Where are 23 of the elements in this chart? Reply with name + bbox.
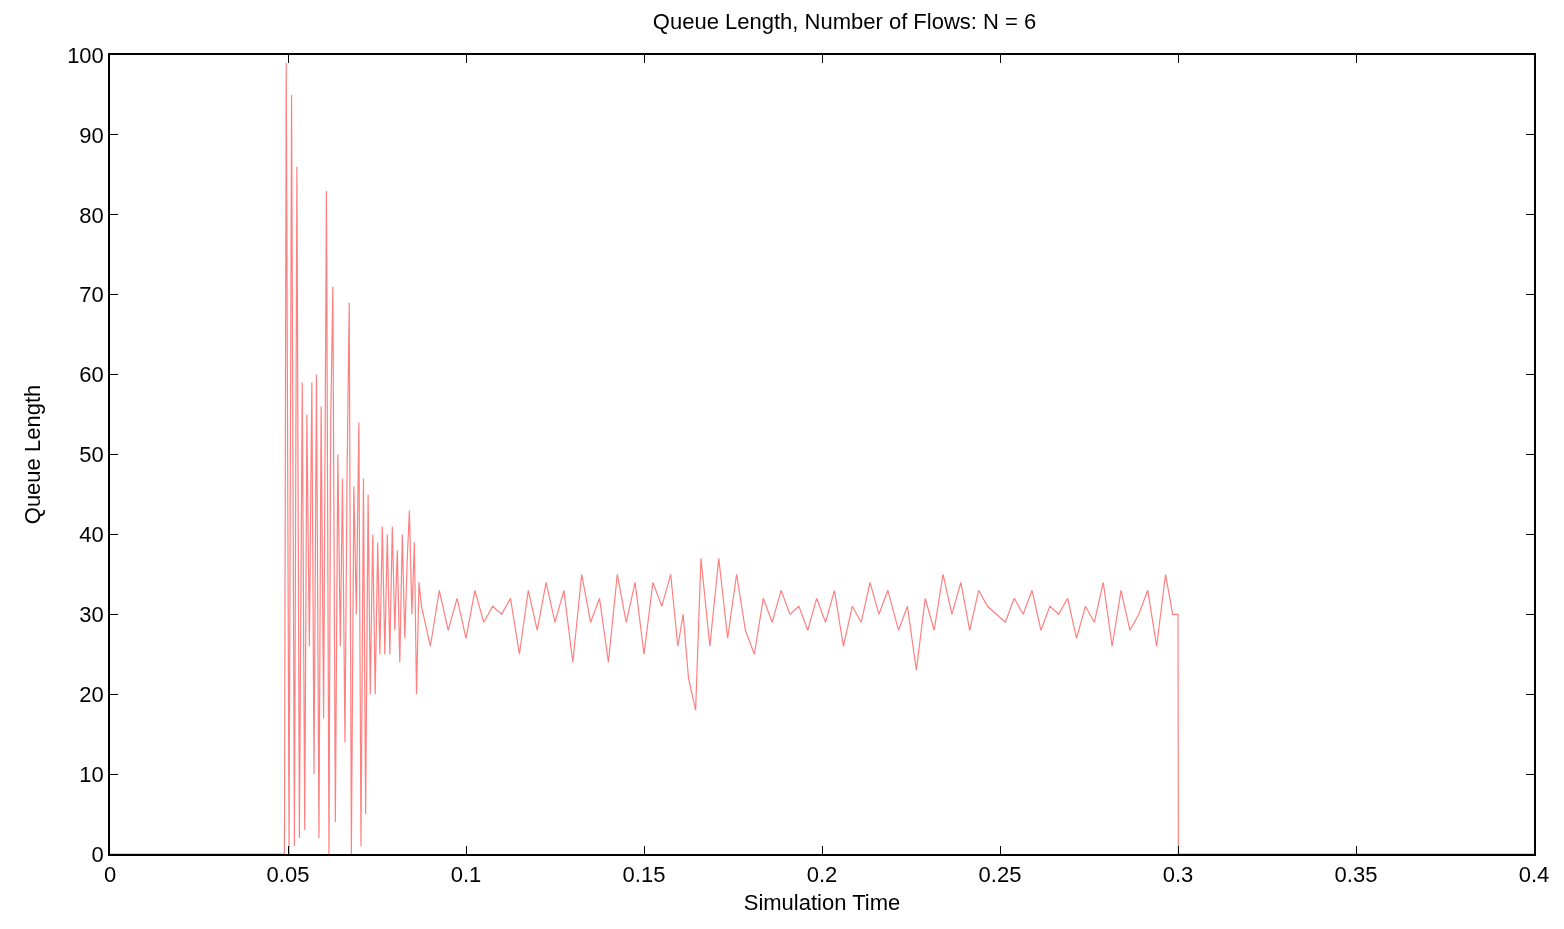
y-tick-label: 40 — [79, 522, 104, 548]
x-tick-label: 0.4 — [1518, 862, 1550, 888]
y-tick-label: 90 — [79, 122, 104, 148]
x-tick-label: 0.05 — [266, 862, 310, 888]
y-axis-title: Queue Length — [20, 384, 46, 525]
x-tick-label: 0.15 — [622, 862, 666, 888]
x-tick-label: 0.1 — [450, 862, 482, 888]
y-tick-label: 10 — [79, 761, 104, 787]
y-tick-label: 50 — [79, 442, 104, 468]
y-tick-label: 30 — [79, 602, 104, 627]
line-series — [110, 62, 1534, 854]
y-tick-label: 70 — [79, 282, 104, 308]
chart-title: Queue Length, Number of Flows: N = 6 — [652, 9, 1037, 35]
x-tick-label: 0.35 — [1334, 862, 1378, 888]
x-tick-label: 0.2 — [806, 862, 838, 888]
y-tick-label: 20 — [79, 681, 104, 707]
y-tick-label: 60 — [79, 362, 104, 388]
y-tick-label: 0 — [91, 841, 104, 867]
y-tick-label: 80 — [79, 202, 104, 228]
x-tick-label: 0.3 — [1162, 862, 1194, 888]
x-tick-label: 0.25 — [978, 862, 1022, 888]
x-axis-title: Simulation Time — [743, 889, 901, 915]
y-tick-label: 100 — [67, 42, 104, 68]
